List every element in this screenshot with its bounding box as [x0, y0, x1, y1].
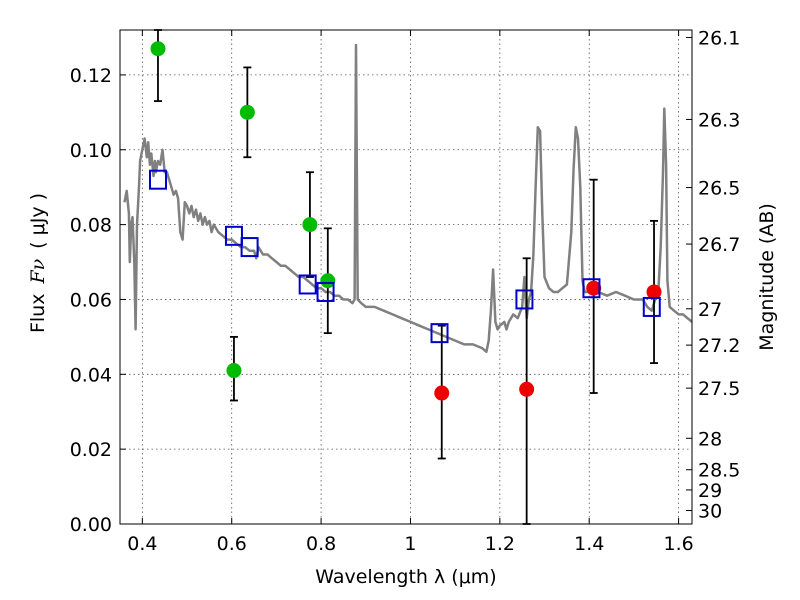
- x-tick-label: 1: [404, 533, 416, 555]
- x-tick-label: 0.4: [127, 533, 157, 555]
- y2-tick-label: 26.3: [698, 109, 740, 131]
- y-axis-label-symbol: Fν: [27, 258, 49, 284]
- x-tick-label: 1.2: [485, 533, 515, 555]
- green-points-marker: [302, 217, 318, 233]
- y-tick-label: 0.00: [70, 514, 112, 536]
- y2-tick-label: 26.5: [698, 178, 740, 200]
- model-photometry-marker: [148, 169, 167, 190]
- green-points-marker: [226, 363, 242, 379]
- y-axis-label: Flux Fν ( μJy ): [27, 193, 49, 333]
- y2-tick-label: 26.1: [698, 27, 740, 49]
- y-tick-label: 0.06: [70, 289, 112, 311]
- red-points-marker: [434, 385, 450, 401]
- model-spectrum: [123, 43, 693, 354]
- x-tick-label: 0.8: [306, 533, 336, 555]
- model-photometry-marker: [582, 278, 601, 299]
- x-tick-label: 1.6: [663, 533, 693, 555]
- model-photometry-marker: [430, 323, 449, 344]
- red-points-marker: [586, 280, 602, 296]
- y2-tick-label: 27.5: [698, 378, 740, 400]
- y-tick-label: 0.10: [70, 140, 112, 162]
- model-photometry-marker: [316, 281, 335, 302]
- model-photometry-marker: [642, 296, 661, 317]
- y-axis-label-prefix: Flux: [27, 294, 49, 334]
- model-photometry-marker: [224, 225, 243, 246]
- y-tick-label: 0.04: [70, 364, 112, 386]
- y-tick-label: 0.02: [70, 439, 112, 461]
- y2-axis-label: Magnitude (AB): [756, 203, 778, 351]
- y2-tick-label: 28: [698, 428, 722, 450]
- y2-tick-label: 29: [698, 480, 722, 502]
- data-points: [148, 29, 662, 525]
- y2-tick-label: 27: [698, 299, 722, 321]
- model-photometry-marker: [515, 289, 534, 310]
- green-points-marker: [320, 273, 336, 289]
- y-tick-label: 0.08: [70, 215, 112, 237]
- spectrum-line: [123, 43, 693, 354]
- y-tick-label: 0.12: [70, 65, 112, 87]
- y2-tick-label: 30: [698, 501, 722, 523]
- y2-tick-label: 27.2: [698, 335, 740, 357]
- model-photometry-marker: [298, 274, 317, 295]
- green-points-marker: [239, 104, 255, 120]
- x-axis-label: Wavelength λ (μm): [315, 566, 496, 588]
- red-points-marker: [646, 284, 662, 300]
- green-points-marker: [150, 41, 166, 57]
- plot-frame: [119, 29, 693, 525]
- axis-ticks: 0.4 0.6 0.8 1 1.2 1.4 1.6 0.00 0.02 0.04 0.06 0.08 0…: [70, 27, 741, 555]
- grid-lines: [120, 30, 692, 525]
- red-points-marker: [519, 381, 535, 397]
- y2-tick-label: 26.7: [698, 234, 740, 256]
- model-photometry-marker: [240, 237, 259, 258]
- y-axis-label-unit: ( μJy ): [27, 193, 49, 249]
- y2-tick-label: 28.5: [698, 460, 740, 482]
- x-tick-label: 0.6: [217, 533, 247, 555]
- x-tick-label: 1.4: [574, 533, 604, 555]
